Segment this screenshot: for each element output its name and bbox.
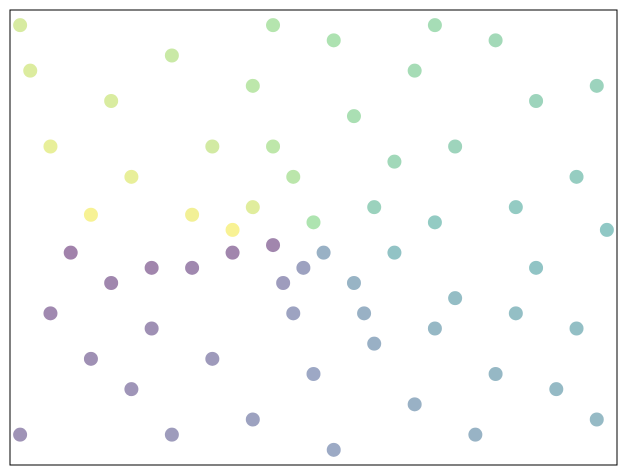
scatter-point	[144, 321, 159, 336]
scatter-point	[104, 276, 119, 290]
scatter-point	[144, 260, 159, 275]
scatter-point	[266, 18, 281, 33]
scatter-point	[296, 260, 311, 275]
scatter-point	[346, 109, 361, 124]
scatter-point	[448, 139, 463, 154]
scatter-point	[367, 336, 382, 351]
plot-area	[13, 18, 614, 457]
scatter-point	[124, 382, 139, 397]
scatter-point	[43, 139, 58, 154]
scatter-point	[407, 63, 422, 78]
scatter-point	[164, 427, 179, 442]
scatter-point	[346, 276, 361, 290]
scatter-point	[225, 222, 240, 237]
scatter-point	[508, 200, 523, 215]
scatter-point	[104, 94, 119, 108]
scatter-point	[306, 367, 321, 381]
scatter-point	[13, 427, 28, 442]
scatter-point	[387, 154, 402, 169]
axes-frame	[9, 9, 618, 466]
scatter-point	[266, 139, 281, 154]
scatter-point	[357, 306, 372, 321]
scatter-point	[589, 412, 604, 427]
scatter-point	[508, 306, 523, 321]
scatter-point	[569, 321, 584, 336]
scatter-point	[124, 169, 139, 184]
scatter-point	[63, 245, 78, 260]
scatter-point	[427, 18, 442, 33]
scatter-point	[276, 276, 291, 290]
scatter-point	[286, 306, 301, 321]
scatter-point	[549, 382, 564, 397]
scatter-point	[468, 427, 483, 442]
scatter-point	[43, 306, 58, 321]
scatter-point	[488, 33, 503, 48]
scatter-point	[407, 397, 422, 412]
scatter-point	[569, 169, 584, 184]
scatter-point	[387, 245, 402, 260]
scatter-point	[83, 207, 98, 222]
scatter-point	[326, 442, 341, 457]
scatter-point	[266, 238, 281, 253]
scatter-point	[529, 260, 544, 275]
scatter-point	[185, 260, 200, 275]
scatter-point	[427, 321, 442, 336]
scatter-point	[367, 200, 382, 215]
scatter-point	[164, 48, 179, 63]
scatter-point	[306, 215, 321, 230]
scatter-point	[286, 169, 301, 184]
scatter-point	[205, 351, 220, 366]
scatter-point	[23, 63, 38, 78]
scatter-point	[529, 94, 544, 108]
scatter-point	[13, 18, 28, 33]
scatter-point	[488, 367, 503, 381]
scatter-point	[245, 200, 260, 215]
scatter-point	[448, 291, 463, 306]
scatter-point	[316, 245, 331, 260]
scatter-point	[225, 245, 240, 260]
scatter-point	[205, 139, 220, 154]
scatter-point	[245, 78, 260, 93]
scatter-point	[245, 412, 260, 427]
scatter-point	[427, 215, 442, 230]
scatter-point	[589, 78, 604, 93]
scatter-point	[83, 351, 98, 366]
scatter-point	[326, 33, 341, 48]
scatter-point	[185, 207, 200, 222]
scatter-point	[599, 222, 614, 237]
